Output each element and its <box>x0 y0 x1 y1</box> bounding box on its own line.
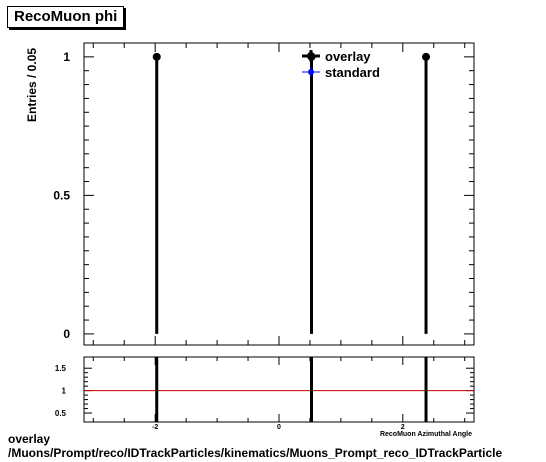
ratio-data-point <box>424 389 428 393</box>
ratio-data-point <box>155 389 159 393</box>
ratio-plot-frame <box>83 356 475 423</box>
y-tick-label: 0.5 <box>53 188 70 202</box>
ratio-x-tick-label: 0 <box>277 424 281 431</box>
ratio-x-tick-label: 2 <box>401 424 405 431</box>
legend-overlay-label: overlay <box>325 49 371 64</box>
ratio-y-tick-label: 0.5 <box>55 409 67 418</box>
ratio-data-marks <box>84 357 474 422</box>
legend-standard-label: standard <box>325 65 380 80</box>
footer-label: overlay <box>8 432 51 446</box>
y-tick-label: 1 <box>63 50 70 64</box>
main-plot-frame <box>83 42 475 346</box>
ratio-x-tick-label: -2 <box>152 424 158 431</box>
ratio-axis-ticks: 0.5 1 1.5 -2 0 2 <box>55 357 474 431</box>
footer-histogram-path: /Muons/Prompt/reco/IDTrackParticles/kine… <box>8 446 503 460</box>
x-axis-label: RecoMuon Azimuthal Angle <box>380 431 472 438</box>
legend-overlay-marker <box>307 52 315 60</box>
main-axis-ticks: 00.51 <box>53 42 474 345</box>
footer-path: overlay /Muons/Prompt/reco/IDTrackPartic… <box>8 432 502 460</box>
chart-title: RecoMuon phi <box>7 6 125 28</box>
overlay-data-point <box>152 52 161 61</box>
main-data-marks <box>152 52 431 334</box>
y-tick-label: 0 <box>63 327 70 341</box>
legend-standard-marker <box>308 69 314 75</box>
y-axis-label: Entries / 0.05 <box>25 48 39 122</box>
ratio-y-tick-label: 1.5 <box>55 364 67 373</box>
overlay-data-point <box>422 52 431 61</box>
ratio-data-point <box>310 389 313 393</box>
ratio-y-tick-label: 1 <box>62 387 67 396</box>
